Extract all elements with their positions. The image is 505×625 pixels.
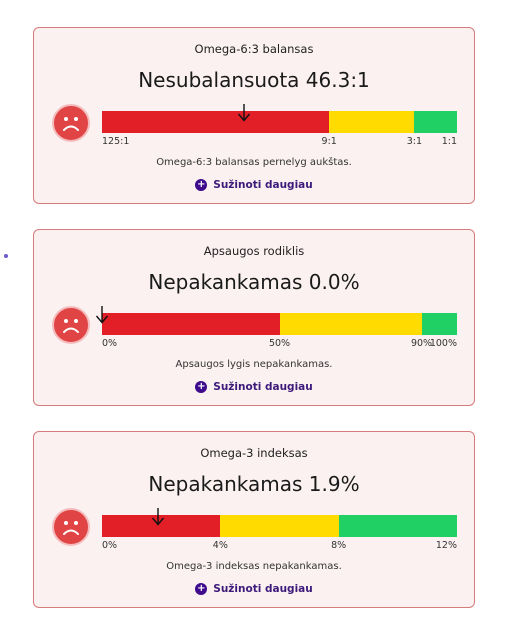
tick-label: 100%: [429, 338, 457, 349]
card-title: Omega-3 indeksas: [200, 446, 308, 460]
card-description: Omega-3 indeksas nepakankamas.: [166, 561, 342, 572]
range-segment-yellow: [329, 111, 415, 133]
sad-face-icon: [52, 306, 90, 344]
learn-more-label: Sužinoti daugiau: [213, 179, 313, 191]
range-ticks: 125:1 9:1 3:1 1:1: [102, 136, 457, 148]
tick-label: 125:1: [102, 136, 130, 147]
range-segment-red: [102, 111, 330, 133]
range-segment-red: [102, 515, 221, 537]
learn-more-link[interactable]: + Sužinoti daugiau: [34, 179, 474, 191]
range-bar: [102, 508, 457, 537]
card-title: Omega-6:3 balansas: [194, 42, 314, 56]
card-status: Nepakankamas 1.9%: [148, 472, 360, 496]
level-arrow-icon: [151, 507, 165, 527]
card-status: Nesubalansuota 46.3:1: [138, 68, 370, 92]
learn-more-link[interactable]: + Sužinoti daugiau: [34, 381, 474, 393]
tick-label: 4%: [212, 540, 228, 551]
range-segment-yellow: [220, 515, 339, 537]
card-description: Omega-6:3 balansas pernelyg aukštas.: [156, 157, 352, 168]
learn-more-label: Sužinoti daugiau: [213, 381, 313, 393]
level-arrow-icon: [95, 305, 109, 325]
range-bar: [95, 306, 457, 335]
learn-more-link[interactable]: + Sužinoti daugiau: [34, 583, 474, 595]
omega3-index-card: Omega-3 indeksas Nepakankamas 1.9% 0% 4% 8…: [33, 431, 475, 608]
range-segment-yellow: [279, 313, 422, 335]
tick-label: 50%: [268, 338, 291, 349]
tick-label: 3:1: [406, 136, 423, 147]
tick-label: 8%: [331, 540, 347, 551]
range-ticks: 0% 50% 90% 100%: [102, 338, 457, 350]
bullet-dot: [4, 254, 8, 258]
tick-label: 12%: [435, 540, 457, 551]
range-segment-green: [421, 313, 457, 335]
range-segment-red: [102, 313, 280, 335]
tick-label: 0%: [102, 540, 118, 551]
range-bar: [102, 104, 457, 133]
tick-label: 9:1: [321, 136, 337, 147]
tick-label: 1:1: [441, 136, 457, 147]
card-status: Nepakankamas 0.0%: [148, 270, 360, 294]
range-ticks: 0% 4% 8% 12%: [102, 540, 457, 552]
sad-face-icon: [52, 508, 90, 546]
level-arrow-icon: [237, 103, 251, 123]
range-segment-green: [338, 515, 457, 537]
learn-more-label: Sužinoti daugiau: [213, 583, 313, 595]
range-segment-green: [414, 111, 457, 133]
card-description: Apsaugos lygis nepakankamas.: [175, 359, 333, 370]
card-title: Apsaugos rodiklis: [203, 244, 305, 258]
tick-label: 90%: [410, 338, 433, 349]
plus-icon: +: [195, 179, 208, 191]
plus-icon: +: [195, 583, 208, 595]
protection-index-card: Apsaugos rodiklis Nepakankamas 0.0% 0% 50…: [33, 229, 475, 406]
sad-face-icon: [52, 104, 90, 142]
tick-label: 0%: [102, 338, 118, 349]
omega-balance-card: Omega-6:3 balansas Nesubalansuota 46.3:1…: [33, 27, 475, 204]
plus-icon: +: [195, 381, 208, 393]
